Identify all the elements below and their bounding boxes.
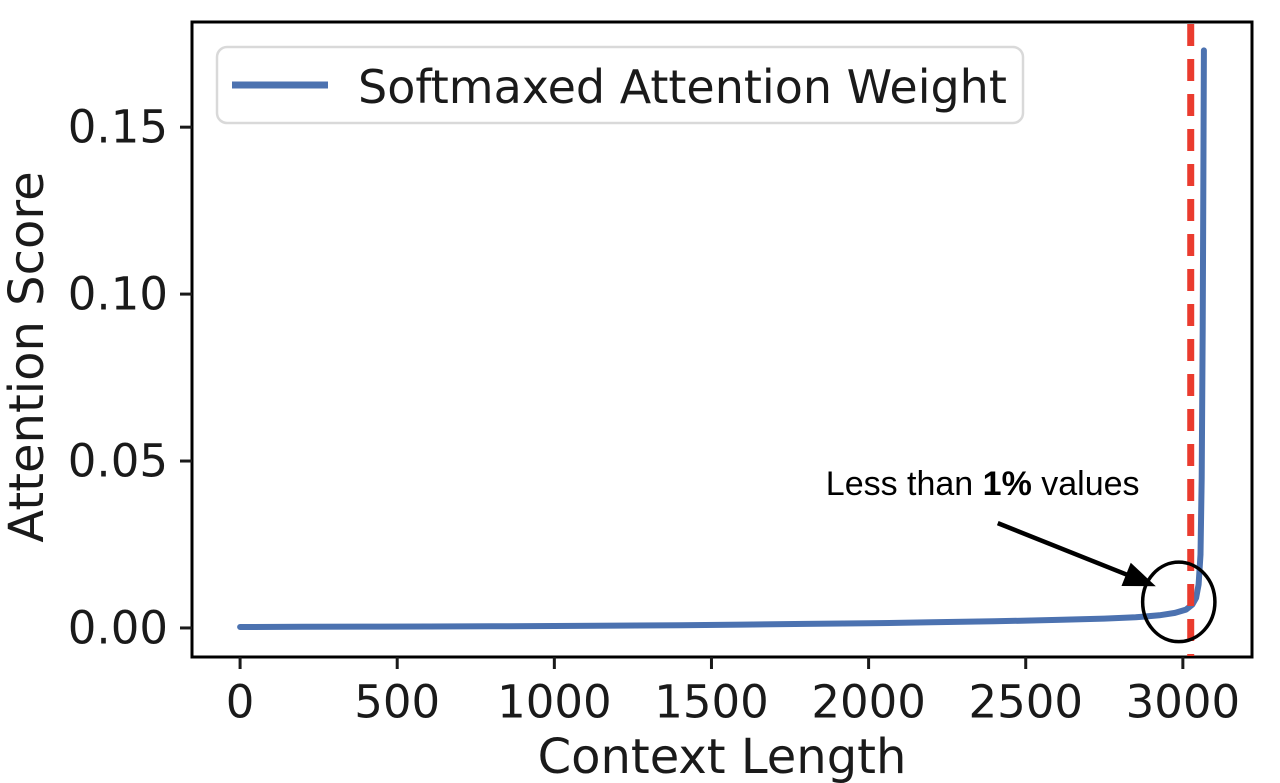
- y-tick-label: 0.10: [68, 268, 168, 321]
- x-tick-label: 0: [226, 676, 255, 729]
- y-tick-label: 0.00: [68, 601, 168, 654]
- annotation-text-prefix: Less than: [826, 465, 983, 503]
- x-tick-label: 3000: [1126, 676, 1241, 729]
- x-tick-label: 2500: [968, 676, 1083, 729]
- x-axis-ticks: 0 500 1000 1500 2000 2500 3000: [226, 657, 1240, 729]
- legend: Softmaxed Attention Weight: [215, 45, 1025, 125]
- x-axis-label: Context Length: [538, 729, 907, 783]
- legend-label: Softmaxed Attention Weight: [358, 60, 1007, 114]
- annotation-text-suffix: values: [1032, 465, 1140, 503]
- annotation-arrowhead: [1121, 562, 1156, 587]
- y-tick-label: 0.05: [68, 435, 168, 488]
- highlight-circle: [1140, 560, 1217, 644]
- y-axis-ticks: 0.00 0.05 0.10 0.15: [68, 101, 192, 654]
- softmaxed-attention-line: [237, 47, 1207, 630]
- legend-box: [215, 45, 1025, 125]
- x-tick-label: 500: [354, 676, 440, 729]
- y-axis-label: Attention Score: [0, 171, 55, 542]
- x-tick-label: 1000: [497, 676, 612, 729]
- x-tick-label: 2000: [811, 676, 926, 729]
- plot-border: [190, 20, 1254, 659]
- x-tick-label: 1500: [654, 676, 769, 729]
- annotation-text-bold: 1%: [983, 465, 1032, 503]
- y-tick-label: 0.15: [68, 101, 168, 154]
- annotation-text: Less than 1% values: [826, 465, 1140, 503]
- annotation-arrow: [996, 521, 1136, 581]
